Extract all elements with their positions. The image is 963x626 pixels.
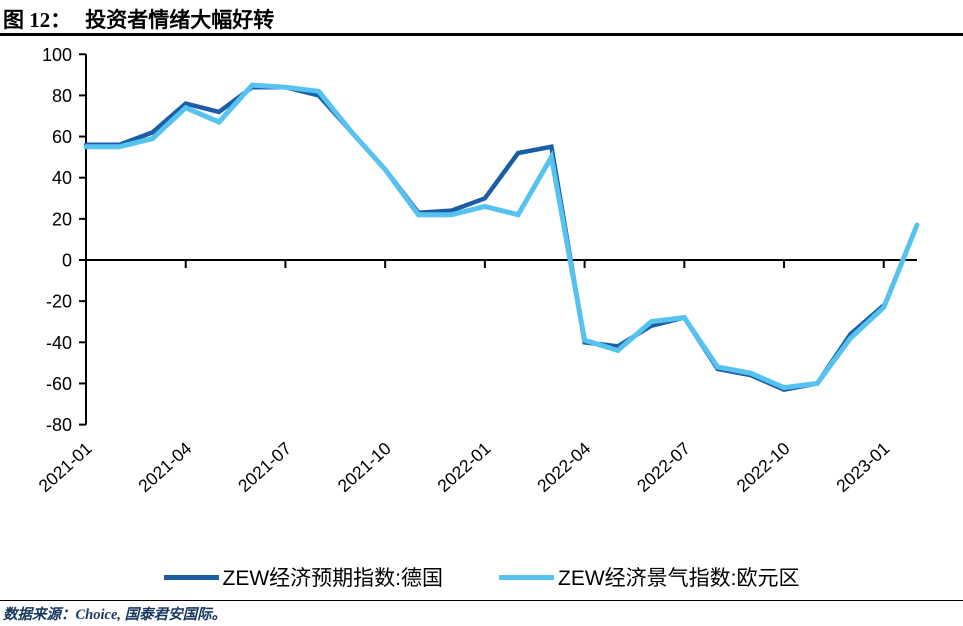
y-tick-label: -80 (46, 415, 72, 435)
y-tick-label: 60 (52, 127, 72, 147)
title-divider (0, 33, 963, 36)
y-tick-label: 100 (42, 45, 72, 65)
x-tick-label: 2021-07 (234, 438, 295, 496)
y-tick-label: -20 (46, 292, 72, 312)
y-tick-label: 0 (62, 251, 72, 271)
legend-label-eurozone: ZEW经济景气指数:欧元区 (558, 567, 800, 590)
x-tick-label: 2022-10 (733, 438, 794, 496)
legend-item-eurozone: ZEW经济景气指数:欧元区 (499, 562, 800, 592)
x-tick-label: 2021-04 (134, 438, 195, 496)
chart-legend: ZEW经济预期指数:德国 ZEW经济景气指数:欧元区 (0, 562, 963, 592)
y-tick-label: -40 (46, 333, 72, 353)
x-tick-label: 2021-10 (334, 438, 395, 496)
legend-label-germany: ZEW经济预期指数:德国 (222, 567, 444, 590)
y-tick-labels: 100 80 60 40 20 0 -20 -40 -60 -80 (42, 45, 72, 435)
y-tick-label: 40 (52, 168, 72, 188)
figure-number-label: 图 12： (3, 8, 72, 32)
y-tick-label: 80 (52, 86, 72, 106)
footer-divider (0, 600, 963, 601)
x-tick-label: 2022-04 (533, 438, 594, 496)
x-tick-label: 2023-01 (832, 438, 893, 496)
axes (79, 53, 917, 426)
x-tick-labels: 2021-01 2021-04 2021-07 2021-10 2022-01 2022-… (35, 438, 894, 496)
legend-item-germany: ZEW经济预期指数:德国 (163, 562, 444, 592)
figure-title: 图 12： 投资者情绪大幅好转 (3, 4, 274, 34)
y-tick-label: -60 (46, 374, 72, 394)
x-tick-label: 2021-01 (35, 438, 96, 496)
x-tick-label: 2022-07 (633, 438, 694, 496)
series-line-zew-eurozone (83, 82, 920, 391)
y-tick-label: 20 (52, 209, 72, 229)
legend-swatch-germany (163, 574, 219, 580)
figure-title-text: 投资者情绪大幅好转 (85, 8, 275, 32)
series-line-zew-germany (83, 84, 887, 392)
legend-swatch-eurozone (499, 574, 554, 580)
x-tick-label: 2022-01 (433, 438, 494, 496)
data-source: 数据来源：Choice, 国泰君安国际。 (3, 607, 227, 623)
